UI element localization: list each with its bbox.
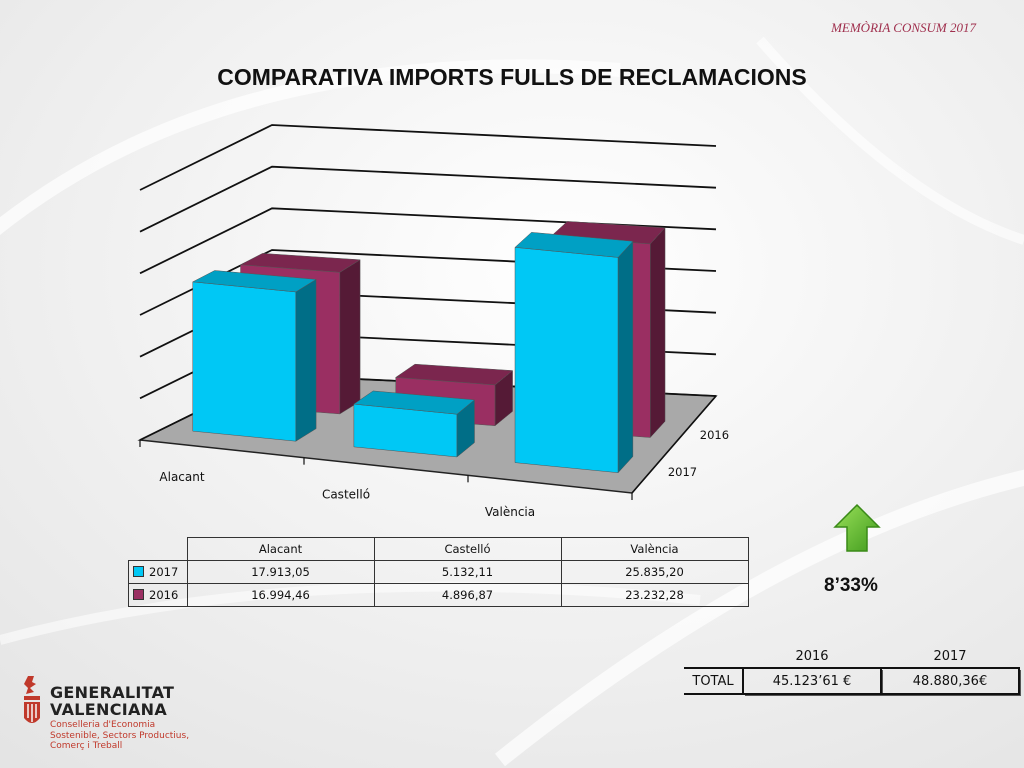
data-table-cell: 5.132,11 [373, 560, 562, 584]
change-percentage: 8’33% [824, 575, 878, 596]
bar-top-face [514, 232, 634, 258]
org-name-line: VALENCIANA [50, 700, 168, 719]
generalitat-logo [24, 676, 40, 723]
bar-top-face [395, 363, 514, 386]
data-table-header-row: Alacant Castelló València [129, 537, 749, 561]
legend-entry-2017: 2017 [128, 560, 188, 584]
bar-top-face [191, 270, 317, 293]
data-table-cell: 25.835,20 [560, 560, 749, 584]
department-name: Conselleria d'Economia Sostenible, Secto… [50, 720, 189, 752]
totals-year-header: 2016 [795, 648, 829, 664]
data-table-cell: 4.896,87 [373, 583, 562, 607]
data-table-row: 2017 17.913,05 5.132,11 25.835,20 [128, 560, 749, 584]
dept-line: Comerç i Treball [50, 741, 123, 751]
depth-axis [631, 395, 717, 494]
legend-label: 2017 [149, 565, 179, 579]
category-label: València [485, 505, 535, 519]
totals-row: TOTAL 45.123’61 € 48.880,36€ [684, 667, 1020, 695]
legend-label: 2016 [149, 588, 179, 602]
bar-front-face [192, 281, 297, 442]
data-table-row: 2016 16.994,46 4.896,87 23.232,28 [128, 583, 749, 607]
legend-swatch-2016 [133, 589, 144, 600]
total-2016: 45.123’61 € [742, 667, 882, 695]
up-arrow-icon [833, 503, 881, 552]
chart-data-table: Alacant Castelló València 2017 17.913,05… [128, 537, 749, 607]
bar-top-face [239, 253, 361, 273]
totals-year-header: 2017 [933, 648, 967, 664]
dept-line: Sostenible, Sectors Productius, [50, 730, 190, 741]
data-table-corner [129, 538, 188, 561]
data-table-cell: 17.913,05 [186, 560, 375, 584]
bar-side-face [339, 259, 361, 415]
report-header-tag: MEMÒRIA CONSUM 2017 [831, 20, 976, 35]
total-2017: 48.880,36€ [880, 667, 1020, 695]
category-label: Castelló [322, 488, 370, 502]
dept-line: Conselleria d'Economia [50, 720, 156, 730]
bar-side-face [295, 278, 317, 442]
chart-title: COMPARATIVA IMPORTS FULLS DE RECLAMACION… [217, 64, 807, 90]
bar-2017-valència [514, 232, 634, 474]
bar-side-face [617, 240, 634, 474]
bar-side-face [650, 227, 666, 439]
legend-swatch-2017 [133, 566, 144, 577]
bar-chart-3d: Alacant Castelló València 2017 2016 [137, 124, 729, 519]
data-table-cell: 16.994,46 [186, 583, 375, 607]
bar-top-face [353, 390, 476, 415]
data-table-header: Alacant [186, 537, 375, 561]
category-label: Alacant [159, 470, 204, 484]
totals-table: 2016 2017 TOTAL 45.123’61 € 48.880,36€ [684, 645, 1020, 695]
legend-entry-2016: 2016 [128, 583, 188, 607]
gridline [139, 124, 717, 191]
data-table-cell: 23.232,28 [560, 583, 749, 607]
organization-name: GENERALITAT VALENCIANA [50, 684, 174, 718]
series-label: 2016 [700, 428, 729, 442]
gridline [139, 165, 717, 233]
org-name-line: GENERALITAT [50, 683, 175, 702]
bar-2017-alacant [191, 270, 317, 442]
bar-2017-castelló [353, 390, 476, 458]
totals-header-row: 2016 2017 [684, 645, 1019, 668]
data-table-header: València [560, 537, 749, 561]
totals-corner [684, 645, 743, 668]
bar-front-face [514, 247, 619, 473]
series-label: 2017 [668, 465, 697, 479]
totals-row-label: TOTAL [684, 667, 743, 695]
data-table-header: Castelló [373, 537, 562, 561]
